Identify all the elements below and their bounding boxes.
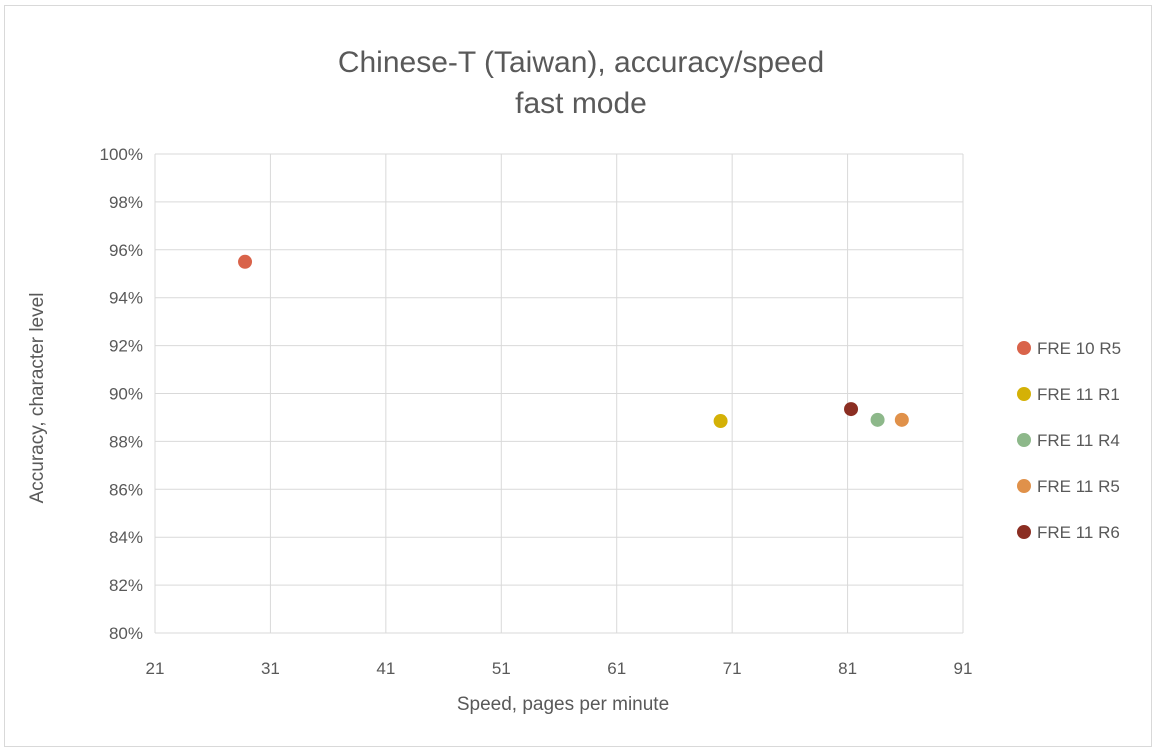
y-tick-label: 100% xyxy=(100,145,143,164)
legend-marker xyxy=(1017,433,1031,447)
scatter-chart: Chinese-T (Taiwan), accuracy/speed fast … xyxy=(27,46,1121,715)
y-tick-label: 98% xyxy=(109,193,143,212)
y-tick-label: 88% xyxy=(109,432,143,451)
tick-labels: 21 31 41 51 61 71 81 91 80% 82% 84% 86% 88% 90% 92% 94%… xyxy=(100,145,973,678)
x-tick-label: 61 xyxy=(607,659,626,678)
y-axis-label: Accuracy, character level xyxy=(27,293,48,504)
legend-marker xyxy=(1017,525,1031,539)
x-tick-label: 31 xyxy=(261,659,280,678)
y-tick-label: 86% xyxy=(109,480,143,499)
legend-marker xyxy=(1017,479,1031,493)
legend: FRE 10 R5 FRE 11 R1 FRE 11 R4 FRE 11 R5 FRE … xyxy=(1017,339,1121,542)
x-tick-label: 71 xyxy=(723,659,742,678)
x-tick-label: 41 xyxy=(376,659,395,678)
x-tick-label: 81 xyxy=(838,659,857,678)
x-tick-label: 21 xyxy=(146,659,165,678)
data-point xyxy=(713,414,728,429)
data-point xyxy=(894,412,909,427)
y-tick-label: 80% xyxy=(109,624,143,643)
data-point xyxy=(844,402,859,417)
y-tick-label: 90% xyxy=(109,385,143,404)
y-tick-label: 94% xyxy=(109,289,143,308)
x-axis-label: Speed, pages per minute xyxy=(457,694,669,715)
y-tick-label: 84% xyxy=(109,528,143,547)
gridlines xyxy=(154,153,964,634)
y-tick-label: 82% xyxy=(109,576,143,595)
chart-title: Chinese-T (Taiwan), accuracy/speed xyxy=(338,46,824,79)
legend-label: FRE 10 R5 xyxy=(1037,339,1121,358)
y-tick-label: 92% xyxy=(109,337,143,356)
chart-subtitle: fast mode xyxy=(515,87,647,120)
chart-frame: Chinese-T (Taiwan), accuracy/speed fast … xyxy=(4,5,1152,747)
y-tick-label: 96% xyxy=(109,241,143,260)
data-points xyxy=(238,254,909,429)
legend-label: FRE 11 R1 xyxy=(1037,385,1120,404)
legend-marker xyxy=(1017,387,1031,401)
data-point xyxy=(870,412,885,427)
legend-label: FRE 11 R6 xyxy=(1037,523,1120,542)
data-point xyxy=(238,254,253,269)
x-tick-label: 91 xyxy=(954,659,973,678)
legend-marker xyxy=(1017,341,1031,355)
legend-label: FRE 11 R4 xyxy=(1037,431,1120,450)
legend-label: FRE 11 R5 xyxy=(1037,477,1120,496)
x-tick-label: 51 xyxy=(492,659,511,678)
